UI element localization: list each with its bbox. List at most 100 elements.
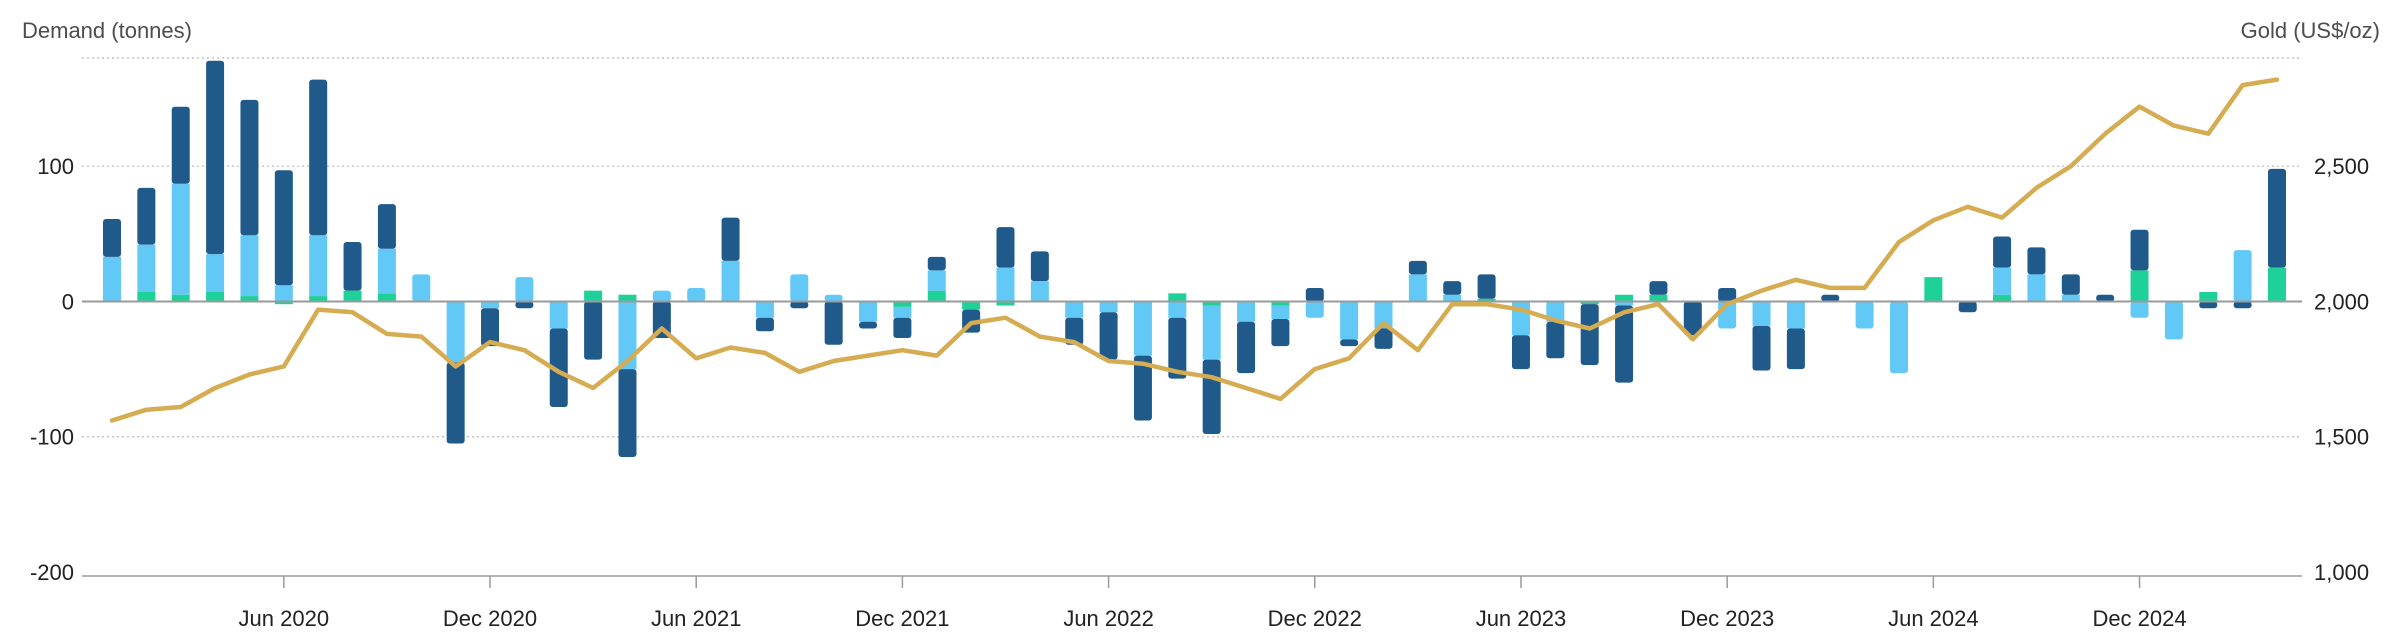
bar-segment-green <box>1649 294 1668 302</box>
bar-segment-light-blue <box>274 285 293 302</box>
bar-segment-light-blue <box>2027 274 2046 302</box>
bar-segment-dark-blue <box>755 317 774 332</box>
bar-segment-dark-blue <box>2027 247 2046 275</box>
bar-segment-green <box>1271 301 1290 306</box>
bar-segment-green <box>1477 298 1496 302</box>
bar-segment-green <box>2130 270 2149 302</box>
right-axis-title: Gold (US$/oz) <box>2241 18 2380 43</box>
bar-segment-dark-blue <box>515 301 534 309</box>
bar-segment-light-blue <box>1855 301 1874 329</box>
bar-segment-dark-blue <box>1649 281 1668 295</box>
bar-segment-dark-blue <box>1374 328 1393 349</box>
bar-segment-green <box>309 296 328 302</box>
bar-segment-light-blue <box>1786 301 1805 329</box>
bar-segment-dark-blue <box>1580 304 1599 366</box>
bar-segment-light-blue <box>996 267 1015 302</box>
bar-segment-green <box>206 292 225 302</box>
right-tick-label: 1,500 <box>2314 425 2369 450</box>
bar-segment-green <box>1993 294 2012 302</box>
bar-segment-light-blue <box>1237 301 1256 322</box>
bar-segment-light-blue <box>377 248 396 294</box>
bar-segment-dark-blue <box>1443 281 1462 295</box>
bar-segment-light-blue <box>103 256 121 302</box>
bar-segment-dark-blue <box>1168 317 1187 379</box>
bar-segment-light-blue <box>2130 301 2149 318</box>
x-tick-label: Jun 2023 <box>1476 606 1567 631</box>
bar-segment-green <box>1580 301 1599 305</box>
x-tick-label: Jun 2020 <box>239 606 330 631</box>
gridlines <box>82 57 2302 438</box>
bar-segment-dark-blue <box>1752 325 1771 371</box>
bar-segment-light-blue <box>1889 301 1908 374</box>
bar-segment-dark-blue <box>2199 301 2218 309</box>
bar-segment-light-blue <box>206 254 225 293</box>
bar-segment-dark-blue <box>1305 287 1324 302</box>
x-tick-label: Dec 2023 <box>1680 606 1774 631</box>
bar-segment-light-blue <box>515 277 534 302</box>
bar-segment-dark-blue <box>1993 236 2012 268</box>
bar-segment-dark-blue <box>481 308 500 347</box>
bar-segment-dark-blue <box>1065 317 1084 345</box>
right-tick-label: 2,500 <box>2314 154 2369 179</box>
bar-segment-green <box>137 292 156 302</box>
bar-segment-dark-blue <box>206 60 225 255</box>
bar-segment-light-blue <box>721 260 740 302</box>
bar-segment-green <box>1615 294 1634 302</box>
bar-segment-light-blue <box>549 301 568 329</box>
bar-segment-green <box>962 301 981 310</box>
bar-segment-light-blue <box>1133 301 1152 356</box>
bar-segment-light-blue <box>927 270 946 291</box>
x-tick-label: Dec 2022 <box>1268 606 1362 631</box>
bar-segment-light-blue <box>1993 267 2012 295</box>
bar-segment-light-blue <box>309 235 328 297</box>
bar-segment-dark-blue <box>2233 301 2252 309</box>
left-tick-label: -100 <box>30 425 74 450</box>
bar-segment-light-blue <box>1340 301 1359 340</box>
bar-segment-dark-blue <box>1958 301 1977 313</box>
bar-segment-dark-blue <box>859 321 878 329</box>
bar-segment-dark-blue <box>377 204 396 249</box>
bar-segment-green <box>618 294 637 302</box>
bar-segment-dark-blue <box>103 218 121 257</box>
bar-segment-dark-blue <box>1237 321 1256 374</box>
bar-segment-dark-blue <box>1511 335 1530 370</box>
bar-segment-green <box>927 290 946 302</box>
bar-segment-light-blue <box>481 301 500 309</box>
bar-segment-light-blue <box>171 183 190 295</box>
right-tick-label: 2,000 <box>2314 289 2369 314</box>
bar-segment-green <box>1924 277 1943 302</box>
x-tick-label: Dec 2024 <box>2092 606 2186 631</box>
gold-price-line <box>109 77 2280 423</box>
bar-segment-dark-blue <box>584 301 603 360</box>
bar-segment-light-blue <box>790 274 809 302</box>
bar-segment-light-blue <box>1374 301 1393 329</box>
bar-segment-light-blue <box>859 301 878 322</box>
bar-segment-dark-blue <box>343 241 362 291</box>
bar-segment-dark-blue <box>824 301 843 345</box>
bar-segment-light-blue <box>1408 274 1427 302</box>
bar-segment-dark-blue <box>1030 251 1049 282</box>
gold-price-line-group <box>109 77 2280 423</box>
bar-segment-dark-blue <box>2096 294 2115 302</box>
bar-segment-light-blue <box>1443 294 1462 302</box>
left-axis-ticks: 100 0 -100 -200 <box>30 154 74 585</box>
bar-segment-dark-blue <box>996 227 1015 268</box>
bar-segment-dark-blue <box>1477 274 1496 299</box>
bar-segment-light-blue <box>446 301 465 363</box>
bar-segment-dark-blue <box>1786 328 1805 370</box>
bar-segment-light-blue <box>1065 301 1084 318</box>
bar-segment-green <box>996 301 1015 306</box>
bar-segment-light-blue <box>652 290 671 302</box>
bar-segment-green <box>2199 292 2218 302</box>
bar-segment-dark-blue <box>1546 321 1565 359</box>
bar-segment-dark-blue <box>549 328 568 407</box>
bar-segment-light-blue <box>1030 281 1049 302</box>
bar-segment-green <box>343 290 362 302</box>
bar-segment-dark-blue <box>893 317 912 338</box>
x-axis: Jun 2020 Dec 2020 Jun 2021 Dec 2021 Jun 2022… <box>82 575 2302 631</box>
left-tick-label: -200 <box>30 560 74 585</box>
bar-segment-dark-blue <box>2061 274 2080 295</box>
bar-segment-light-blue <box>2164 301 2183 340</box>
bar-segment-light-blue <box>687 287 706 302</box>
